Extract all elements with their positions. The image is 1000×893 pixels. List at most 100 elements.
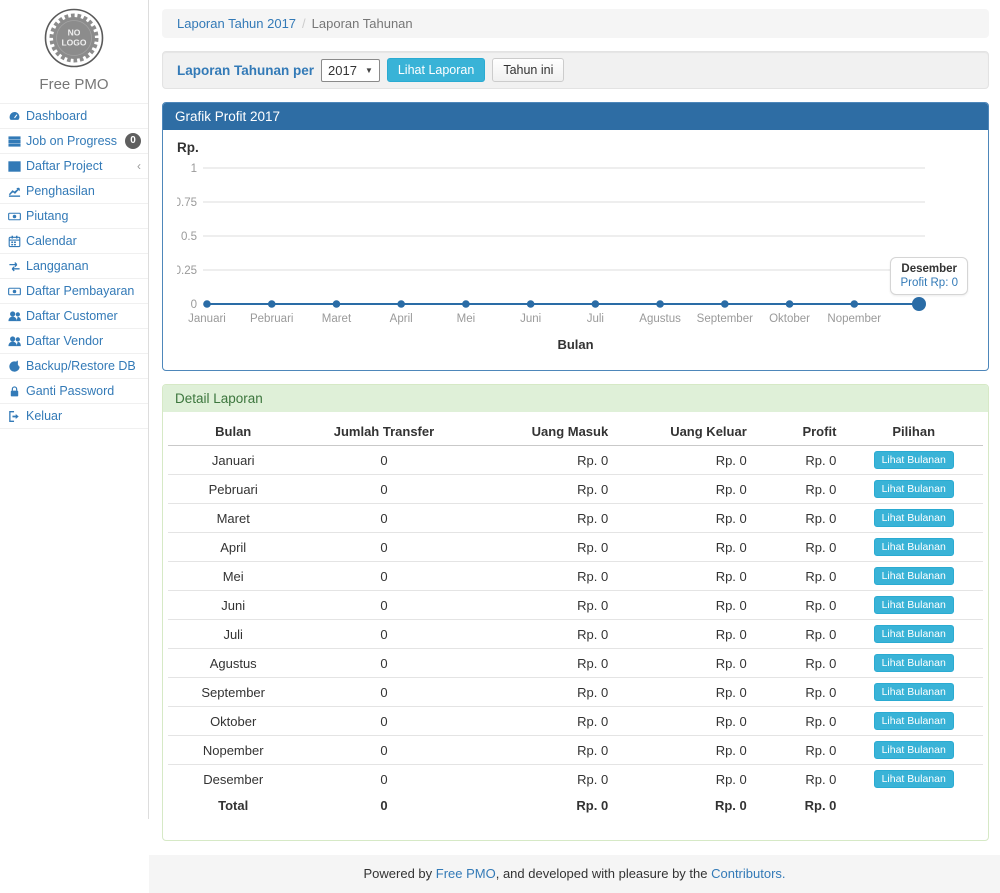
sidebar-item-label: Job on Progress [26,134,117,148]
sidebar-item-dashboard[interactable]: Dashboard [0,104,148,128]
cell-profit: Rp. 0 [755,504,845,533]
lihat-bulanan-button[interactable]: Lihat Bulanan [874,451,954,469]
table-row: Oktober0Rp. 0Rp. 0Rp. 0Lihat Bulanan [168,707,983,736]
svg-text:Maret: Maret [322,313,352,325]
lihat-laporan-button[interactable]: Lihat Laporan [387,58,485,82]
chart-panel-title: Grafik Profit 2017 [163,103,988,130]
lihat-bulanan-button[interactable]: Lihat Bulanan [874,480,954,498]
cell-uang-keluar: Rp. 0 [616,591,755,620]
col-header-uang-masuk: Uang Masuk [470,418,617,446]
svg-text:April: April [390,313,413,325]
cell-jumlah-transfer: 0 [298,649,469,678]
cell-uang-masuk: Rp. 0 [470,649,617,678]
table-row: Pebruari0Rp. 0Rp. 0Rp. 0Lihat Bulanan [168,475,983,504]
cell-uang-masuk: Rp. 0 [470,504,617,533]
refresh-icon [7,359,21,373]
sidebar-item-calendar[interactable]: Calendar [0,229,148,253]
contributors-link[interactable]: Contributors. [711,866,785,881]
filter-label: Laporan Tahunan per [177,63,314,78]
lihat-bulanan-button[interactable]: Lihat Bulanan [874,509,954,527]
breadcrumb-separator: / [296,16,312,31]
cell-uang-keluar: Rp. 0 [616,446,755,475]
total-jumlah-transfer: 0 [298,793,469,818]
col-header-jumlah-transfer: Jumlah Transfer [298,418,469,446]
svg-text:Januari: Januari [188,313,226,325]
breadcrumb-link-laporan-tahun[interactable]: Laporan Tahun 2017 [177,16,296,31]
cell-pilihan: Lihat Bulanan [844,678,983,707]
breadcrumb: Laporan Tahun 2017/Laporan Tahunan [162,9,989,38]
sidebar-item-label: Dashboard [26,109,87,123]
cell-pilihan: Lihat Bulanan [844,620,983,649]
cell-uang-keluar: Rp. 0 [616,504,755,533]
svg-text:LOGO: LOGO [61,38,86,48]
sidebar-item-ganti-password[interactable]: Ganti Password [0,379,148,403]
cell-uang-masuk: Rp. 0 [470,736,617,765]
sidebar-item-penghasilan[interactable]: Penghasilan [0,179,148,203]
main-content: Laporan Tahun 2017/Laporan Tahunan Lapor… [149,0,1000,893]
cell-profit: Rp. 0 [755,475,845,504]
sidebar-item-keluar[interactable]: Keluar [0,404,148,428]
svg-text:Juni: Juni [520,313,541,325]
lihat-bulanan-button[interactable]: Lihat Bulanan [874,596,954,614]
sidebar-item-daftar-vendor[interactable]: Daftar Vendor [0,329,148,353]
cell-jumlah-transfer: 0 [298,707,469,736]
cell-uang-keluar: Rp. 0 [616,475,755,504]
cell-pilihan: Lihat Bulanan [844,562,983,591]
sidebar-item-daftar-project[interactable]: Daftar Project ‹ [0,154,148,178]
tahun-ini-button[interactable]: Tahun ini [492,58,564,82]
cell-bulan: Oktober [168,707,298,736]
footer-text: , and developed with pleasure by the [496,866,711,881]
cell-jumlah-transfer: 0 [298,678,469,707]
free-pmo-link[interactable]: Free PMO [436,866,496,881]
cell-uang-masuk: Rp. 0 [470,562,617,591]
lihat-bulanan-button[interactable]: Lihat Bulanan [874,770,954,788]
chart-tooltip: Desember Profit Rp: 0 [890,257,968,295]
sidebar-item-piutang[interactable]: Piutang [0,204,148,228]
sidebar-item-label: Calendar [26,234,77,248]
y-axis-label: Rp. [177,140,974,155]
sidebar-item-daftar-pembayaran[interactable]: Daftar Pembayaran [0,279,148,303]
sidebar-item-backup-restore[interactable]: Backup/Restore DB [0,354,148,378]
no-logo-seal-icon: NO LOGO [44,8,104,68]
lihat-bulanan-button[interactable]: Lihat Bulanan [874,683,954,701]
lihat-bulanan-button[interactable]: Lihat Bulanan [874,712,954,730]
cell-pilihan: Lihat Bulanan [844,446,983,475]
job-count-badge: 0 [125,133,141,149]
svg-text:Mei: Mei [457,313,476,325]
svg-text:Oktober: Oktober [769,313,810,325]
svg-text:Pebruari: Pebruari [250,313,293,325]
cell-jumlah-transfer: 0 [298,533,469,562]
lihat-bulanan-button[interactable]: Lihat Bulanan [874,625,954,643]
cell-bulan: Mei [168,562,298,591]
lihat-bulanan-button[interactable]: Lihat Bulanan [874,538,954,556]
detail-panel-title: Detail Laporan [163,385,988,412]
table-icon [7,159,21,173]
year-select[interactable]: 2017▼ [321,59,380,82]
lihat-bulanan-button[interactable]: Lihat Bulanan [874,741,954,759]
cell-bulan: Juli [168,620,298,649]
sidebar-item-job-on-progress[interactable]: Job on Progress 0 [0,129,148,153]
cell-uang-keluar: Rp. 0 [616,678,755,707]
sidebar-item-label: Ganti Password [26,384,114,398]
cell-profit: Rp. 0 [755,591,845,620]
table-row: Januari0Rp. 0Rp. 0Rp. 0Lihat Bulanan [168,446,983,475]
sign-out-icon [7,409,21,423]
cell-jumlah-transfer: 0 [298,475,469,504]
x-axis-label: Bulan [177,337,974,352]
sidebar-item-langganan[interactable]: Langganan [0,254,148,278]
chevron-left-icon: ‹ [137,159,141,173]
lihat-bulanan-button[interactable]: Lihat Bulanan [874,654,954,672]
report-table-body: Januari0Rp. 0Rp. 0Rp. 0Lihat BulananPebr… [168,446,983,794]
cell-pilihan: Lihat Bulanan [844,475,983,504]
select-caret-icon: ▼ [365,66,373,75]
col-header-uang-keluar: Uang Keluar [616,418,755,446]
total-pilihan-empty [844,793,983,818]
cell-bulan: April [168,533,298,562]
sidebar-item-daftar-customer[interactable]: Daftar Customer [0,304,148,328]
profit-chart-svg: 10.750.50.250JanuariPebruariMaretAprilMe… [177,157,945,335]
lihat-bulanan-button[interactable]: Lihat Bulanan [874,567,954,585]
cell-pilihan: Lihat Bulanan [844,649,983,678]
tooltip-value: Profit Rp: 0 [900,277,958,289]
cell-jumlah-transfer: 0 [298,591,469,620]
table-row: Desember0Rp. 0Rp. 0Rp. 0Lihat Bulanan [168,765,983,794]
